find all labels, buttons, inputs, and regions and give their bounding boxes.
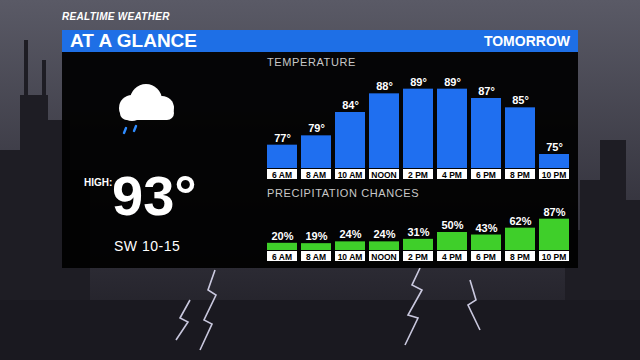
html-text:SW 10-15: SW 10-15 [114, 238, 181, 254]
svg-text:19%: 19% [305, 230, 327, 242]
svg-text:89°: 89° [444, 76, 461, 88]
html-text:TEMPERATURE: TEMPERATURE [267, 56, 356, 68]
html-text:AT A GLANCE: AT A GLANCE [70, 30, 197, 51]
svg-text:31%: 31% [407, 226, 429, 238]
svg-text:2 PM: 2 PM [408, 170, 428, 180]
html-text:REALTIME WEATHER: REALTIME WEATHER [62, 11, 170, 22]
svg-text:88°: 88° [376, 80, 393, 92]
svg-text:10 PM: 10 PM [542, 170, 567, 180]
svg-text:75°: 75° [546, 141, 563, 153]
svg-text:43%: 43% [475, 222, 497, 234]
svg-text:20%: 20% [271, 230, 293, 242]
svg-text:10 AM: 10 AM [338, 252, 363, 262]
svg-text:8 AM: 8 AM [306, 252, 326, 262]
svg-text:2 PM: 2 PM [408, 252, 428, 262]
svg-text:77°: 77° [274, 132, 291, 144]
svg-text:NOON: NOON [371, 170, 397, 180]
svg-text:4 PM: 4 PM [442, 252, 462, 262]
svg-text:8 PM: 8 PM [510, 170, 530, 180]
svg-text:NOON: NOON [371, 252, 397, 262]
svg-text:10 PM: 10 PM [542, 252, 567, 262]
svg-text:62%: 62% [509, 215, 531, 227]
html-text:PRECIPITATION CHANCES: PRECIPITATION CHANCES [267, 187, 420, 199]
svg-text:6 PM: 6 PM [476, 252, 496, 262]
svg-text:8 AM: 8 AM [306, 170, 326, 180]
svg-text:85°: 85° [512, 94, 529, 106]
svg-text:6 AM: 6 AM [272, 252, 292, 262]
html-text:93°: 93° [112, 164, 197, 227]
svg-text:8 PM: 8 PM [510, 252, 530, 262]
svg-text:50%: 50% [441, 219, 463, 231]
svg-text:89°: 89° [410, 76, 427, 88]
svg-text:24%: 24% [373, 228, 395, 240]
svg-text:87%: 87% [543, 206, 565, 218]
svg-text:24%: 24% [339, 228, 361, 240]
svg-text:6 AM: 6 AM [272, 170, 292, 180]
svg-text:87°: 87° [478, 85, 495, 97]
html-text:HIGH:: HIGH: [84, 177, 113, 188]
svg-text:4 PM: 4 PM [442, 170, 462, 180]
svg-text:10 AM: 10 AM [338, 170, 363, 180]
svg-text:84°: 84° [342, 99, 359, 111]
svg-text:6 PM: 6 PM [476, 170, 496, 180]
svg-text:79°: 79° [308, 122, 325, 134]
html-text:TOMORROW: TOMORROW [483, 33, 570, 49]
